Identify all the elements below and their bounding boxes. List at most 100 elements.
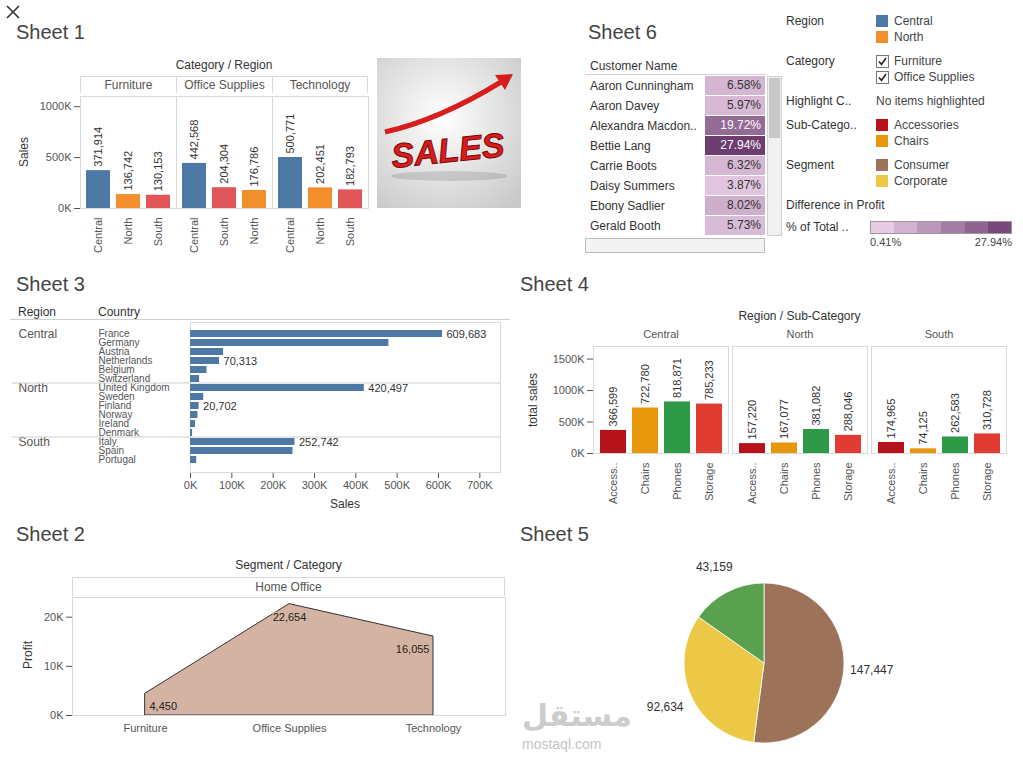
svg-text:420,497: 420,497 — [368, 382, 408, 394]
svg-text:Technology: Technology — [406, 722, 462, 734]
svg-text:366,599: 366,599 — [607, 387, 619, 427]
html-text:Sheet 6: Sheet 6 — [588, 21, 657, 43]
html-text:Aaron Cunningham: Aaron Cunningham — [590, 79, 694, 93]
svg-text:Central: Central — [284, 218, 296, 253]
svg-text:Central: Central — [188, 218, 200, 253]
svg-text:South: South — [925, 328, 954, 340]
html-text:Technology: Technology — [289, 78, 351, 92]
html-text:Furniture: Furniture — [104, 78, 153, 92]
svg-text:South: South — [152, 218, 164, 247]
svg-text:South: South — [18, 434, 50, 449]
svg-text:700K: 700K — [467, 479, 493, 491]
svg-text:500,771: 500,771 — [284, 114, 296, 154]
svg-text:252,742: 252,742 — [299, 436, 339, 448]
svg-text:0K: 0K — [184, 479, 198, 491]
svg-text:North: North — [18, 380, 48, 395]
svg-text:182,793: 182,793 — [344, 146, 356, 186]
svg-text:Central: Central — [19, 327, 58, 341]
svg-text:722,780: 722,780 — [639, 364, 651, 404]
svg-text:202,451: 202,451 — [314, 144, 326, 184]
html-text:mostaql.com: mostaql.com — [522, 736, 602, 752]
svg-text:North: North — [787, 328, 814, 340]
svg-text:600K: 600K — [426, 479, 452, 491]
svg-text:130,153: 130,153 — [152, 151, 164, 191]
svg-text:Office Supplies: Office Supplies — [253, 722, 327, 734]
svg-text:20K: 20K — [44, 611, 64, 623]
html-text:Customer Name: Customer Name — [590, 59, 678, 73]
svg-text:204,304: 204,304 — [218, 144, 230, 184]
svg-text:100K: 100K — [219, 479, 245, 491]
svg-text:200K: 200K — [260, 479, 286, 491]
svg-text:Chairs: Chairs — [778, 462, 790, 494]
svg-text:174,965: 174,965 — [885, 399, 897, 439]
svg-text:Storage: Storage — [703, 463, 715, 502]
svg-text:167,077: 167,077 — [778, 399, 790, 439]
svg-text:SALES: SALES — [389, 125, 506, 175]
svg-text:300K: 300K — [302, 479, 328, 491]
html-text:Sales: Sales — [17, 137, 31, 167]
svg-text:Portugal: Portugal — [99, 454, 136, 465]
svg-text:74,125: 74,125 — [917, 411, 929, 445]
svg-text:Phones: Phones — [810, 462, 822, 500]
svg-text:Access..: Access.. — [885, 463, 897, 505]
svg-text:176,786: 176,786 — [248, 147, 260, 187]
html-text:Sheet 3: Sheet 3 — [16, 273, 85, 295]
html-text:Aaron Davey: Aaron Davey — [590, 99, 660, 113]
svg-text:South: South — [344, 218, 356, 247]
svg-text:609,683: 609,683 — [447, 328, 487, 340]
svg-text:Storage: Storage — [842, 463, 854, 502]
svg-text:South: South — [218, 218, 230, 247]
svg-text:0K: 0K — [58, 202, 72, 214]
svg-text:500K: 500K — [46, 151, 72, 163]
svg-text:22,654: 22,654 — [273, 611, 307, 623]
svg-text:Phones: Phones — [671, 462, 683, 500]
svg-text:371,914: 371,914 — [92, 127, 104, 167]
svg-text:147,447: 147,447 — [850, 663, 894, 677]
svg-text:16,055: 16,055 — [396, 643, 430, 655]
svg-text:43,159: 43,159 — [696, 560, 733, 574]
svg-text:818,871: 818,871 — [671, 358, 683, 398]
svg-text:1000K: 1000K — [553, 384, 585, 396]
svg-text:70,313: 70,313 — [224, 355, 258, 367]
svg-text:1500K: 1500K — [553, 353, 585, 365]
svg-text:442,568: 442,568 — [188, 120, 200, 160]
svg-text:Chairs: Chairs — [917, 462, 929, 494]
svg-text:Furniture: Furniture — [123, 722, 167, 734]
html-text:Category / Region: Category / Region — [175, 58, 273, 72]
svg-text:Central: Central — [643, 328, 678, 340]
svg-text:136,742: 136,742 — [122, 151, 134, 191]
svg-text:North: North — [248, 218, 260, 245]
html-text:Sheet 2: Sheet 2 — [16, 523, 85, 545]
svg-text:785,233: 785,233 — [703, 360, 715, 400]
html-text:Sheet 5: Sheet 5 — [520, 523, 589, 545]
svg-text:288,046: 288,046 — [842, 392, 854, 432]
svg-text:500K: 500K — [384, 479, 410, 491]
svg-text:381,082: 381,082 — [810, 386, 822, 426]
svg-text:Central: Central — [92, 218, 104, 253]
svg-text:262,583: 262,583 — [949, 393, 961, 433]
html-text:Sheet 1: Sheet 1 — [16, 21, 85, 43]
svg-text:Chairs: Chairs — [639, 462, 651, 494]
svg-text:400K: 400K — [343, 479, 369, 491]
svg-text:0K: 0K — [571, 447, 585, 459]
svg-text:Access..: Access.. — [607, 463, 619, 505]
svg-text:Storage: Storage — [981, 463, 993, 502]
html-text:6.58%: 6.58% — [727, 78, 761, 92]
svg-text:North: North — [122, 218, 134, 245]
svg-text:1000K: 1000K — [40, 100, 72, 112]
svg-text:157,220: 157,220 — [746, 400, 758, 440]
svg-text:Phones: Phones — [949, 462, 961, 500]
svg-text:Access..: Access.. — [746, 463, 758, 505]
html-text:5.97%: 5.97% — [727, 98, 761, 112]
svg-text:500K: 500K — [559, 416, 585, 428]
svg-text:10K: 10K — [44, 660, 64, 672]
svg-text:0K: 0K — [50, 709, 64, 721]
svg-text:310,728: 310,728 — [981, 390, 993, 430]
svg-text:92,634: 92,634 — [647, 700, 684, 714]
svg-text:4,450: 4,450 — [150, 700, 178, 712]
html-text:Sheet 4: Sheet 4 — [520, 273, 589, 295]
svg-text:North: North — [314, 218, 326, 245]
svg-text:20,702: 20,702 — [203, 400, 237, 412]
html-text:مستقل: مستقل — [522, 698, 632, 733]
html-text:Office Supplies: Office Supplies — [184, 78, 265, 92]
